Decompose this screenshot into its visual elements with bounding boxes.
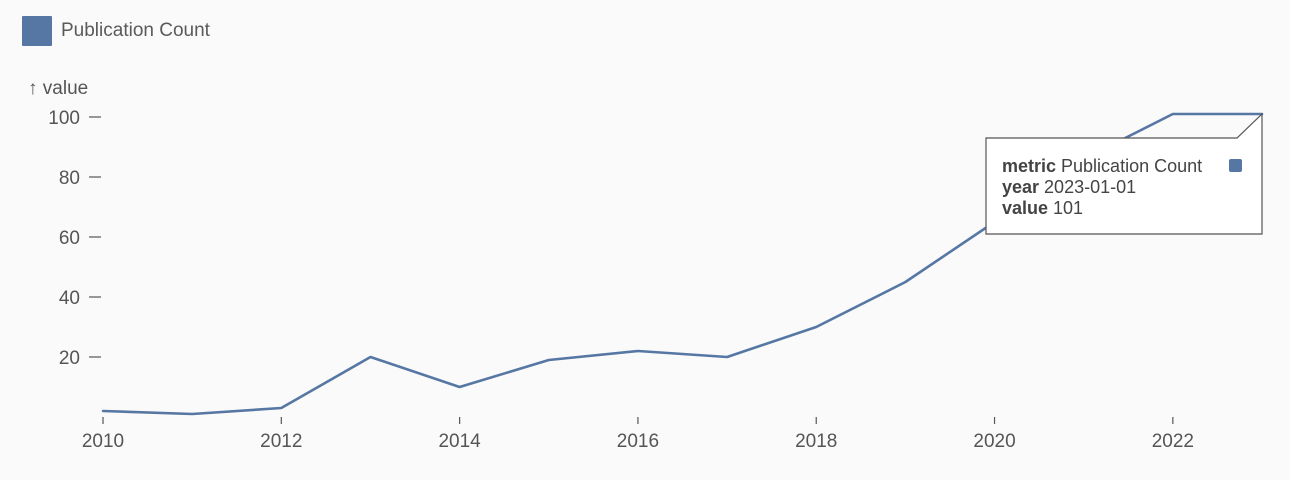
y-axis-label: ↑ value	[28, 78, 88, 99]
tooltip-row: metric Publication Count	[1002, 156, 1202, 176]
x-tick-label: 2010	[82, 431, 124, 452]
tooltip-value: 2023-01-01	[1039, 177, 1136, 197]
tooltip-value: 101	[1048, 198, 1083, 218]
x-tick-label: 2018	[795, 431, 837, 452]
x-tick-label: 2020	[973, 431, 1015, 452]
y-tick-label: 20	[59, 348, 80, 369]
x-tick-label: 2016	[617, 431, 659, 452]
x-tick-label: 2014	[438, 431, 481, 452]
tooltip-row: year 2023-01-01	[1002, 177, 1136, 197]
tooltip-swatch	[1229, 159, 1242, 172]
y-tick-label: 80	[59, 168, 80, 189]
tooltip-row: value 101	[1002, 198, 1083, 218]
x-tick-label: 2012	[260, 431, 302, 452]
x-tick-label: 2022	[1152, 431, 1194, 452]
y-axis: ↑ value 20 40 60 80 100	[28, 78, 101, 369]
y-tick-label: 40	[59, 288, 80, 309]
tooltip-key: year	[1002, 177, 1039, 197]
tooltip-key: metric	[1002, 156, 1056, 176]
tooltip-key: value	[1002, 198, 1048, 218]
y-tick-label: 100	[48, 108, 80, 129]
tooltip-value: Publication Count	[1056, 156, 1202, 176]
y-tick-label: 60	[59, 228, 80, 249]
x-axis: 2010 2012 2014 2016 2018 2020 2022	[82, 417, 1194, 452]
